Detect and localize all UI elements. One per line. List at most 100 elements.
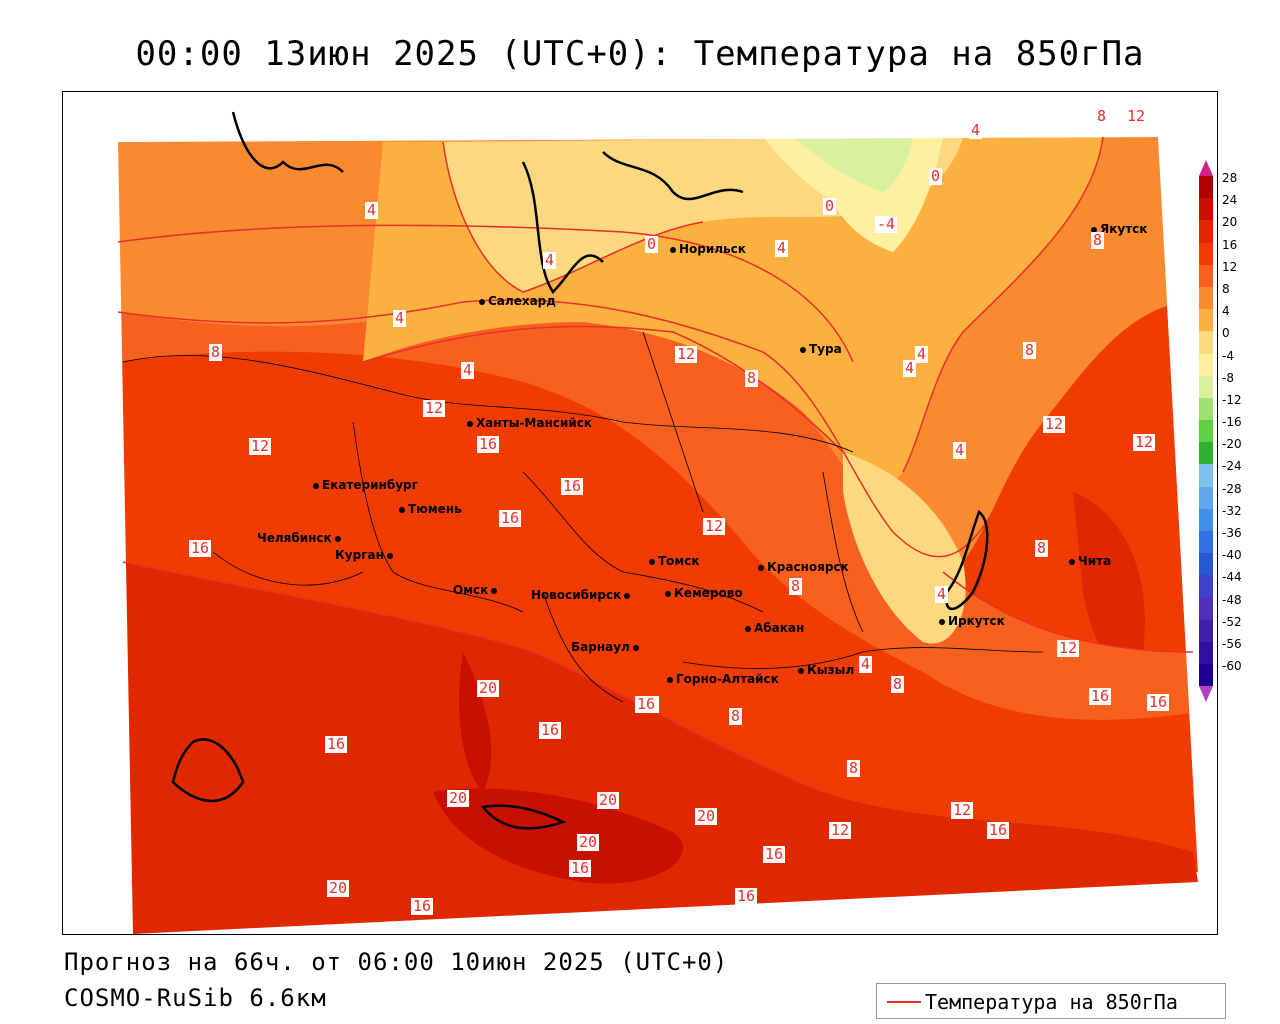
- colorbar-top-arrow: [1199, 160, 1213, 176]
- city-dot: [667, 676, 673, 683]
- colorbar-tick-label: -8: [1222, 370, 1234, 385]
- city-kurgan: Курган: [335, 548, 396, 562]
- city-kemerovo[interactable]: Кемерово: [665, 586, 743, 600]
- contour-label: 16: [411, 897, 434, 915]
- legend-label: Температура на 850гПа: [925, 990, 1178, 1014]
- contour-label: 4: [461, 361, 475, 379]
- colorbar-tick-label: -28: [1222, 481, 1242, 496]
- colorbar-segment: [1199, 242, 1213, 265]
- contour-label: -4: [875, 215, 898, 233]
- colorbar-tick-label: 16: [1222, 237, 1238, 252]
- contour-label: 8: [1023, 341, 1037, 359]
- contour-label: 8: [729, 707, 743, 725]
- city-salekhard[interactable]: Салехард: [479, 294, 556, 308]
- city-kyzyl[interactable]: Кызыл: [798, 663, 854, 677]
- colorbar-tick-label: 4: [1222, 304, 1230, 319]
- colorbar-tick-label: 28: [1222, 171, 1238, 185]
- coastlines: [171, 111, 989, 830]
- city-dot: [386, 552, 393, 559]
- page-title: 00:00 13июн 2025 (UTC+0): Температура на…: [135, 34, 1145, 74]
- city-khanty-mansiysk[interactable]: Ханты-Мансийск: [467, 416, 592, 430]
- colorbar-tick-label: -24: [1222, 459, 1242, 474]
- colorbar-segment: [1199, 464, 1213, 487]
- colorbar-segment: [1199, 664, 1213, 687]
- colorbar-tick-label: -60: [1222, 659, 1242, 674]
- contour-label: 4: [365, 201, 379, 219]
- city-novosibirsk: Новосибирск: [531, 588, 633, 602]
- colorbar-segment: [1199, 198, 1213, 221]
- contour-label: 16: [477, 435, 500, 453]
- city-chita[interactable]: Чита: [1069, 554, 1111, 568]
- contour-label: 16: [569, 859, 592, 877]
- city-abakan[interactable]: Абакан: [745, 621, 804, 635]
- colorbar-segment: [1199, 375, 1213, 398]
- contour-label: 20: [695, 807, 718, 825]
- colorbar-tick-label: -12: [1222, 392, 1242, 407]
- contour-label: 16: [1147, 693, 1170, 711]
- city-tomsk[interactable]: Томск: [649, 554, 700, 568]
- colorbar-segment: [1199, 309, 1213, 332]
- contour-label: 4: [859, 655, 873, 673]
- city-barnaul: Барнаул: [571, 640, 642, 654]
- colorbar: [1199, 160, 1217, 703]
- city-dot: [939, 618, 945, 625]
- contour-label: 20: [327, 879, 350, 897]
- colorbar-tick-label: -36: [1222, 526, 1242, 540]
- city-omsk: Омск: [453, 583, 500, 597]
- forecast-info: Прогноз на 66ч. от 06:00 10июн 2025 (UTC…: [64, 948, 729, 976]
- city-dot: [313, 482, 319, 489]
- colorbar-segment: [1199, 331, 1213, 354]
- colorbar-segment: [1199, 397, 1213, 421]
- city-dot: [624, 592, 631, 599]
- contour-label: 16: [189, 539, 212, 557]
- city-irkutsk[interactable]: Иркутск: [939, 614, 1005, 628]
- contour-label: 8: [891, 675, 905, 693]
- colorbar-labels: 28 24 20 16 12 8 4 0 -4 -8 -12 -16 -20 -24 -28 -32 -36 -4…: [1222, 172, 1242, 682]
- colorbar-tick-label: -48: [1222, 592, 1242, 607]
- colorbar-segment: [1199, 220, 1213, 243]
- zone-20: [123, 562, 1198, 934]
- city-norilsk[interactable]: Норильск: [670, 242, 746, 256]
- city-tyumen[interactable]: Тюмень: [399, 502, 462, 516]
- contour-label: 12: [1043, 415, 1066, 433]
- contour-label: 12: [1125, 107, 1148, 125]
- contour-label: 0: [823, 197, 837, 215]
- city-yakutsk[interactable]: Якутск: [1091, 222, 1147, 236]
- zone-20c: [459, 652, 492, 792]
- map-legend: Температура на 850гПа: [876, 983, 1226, 1019]
- colorbar-tick-label: -16: [1222, 415, 1242, 430]
- colorbar-segment: [1199, 575, 1213, 598]
- contour-label: 16: [325, 735, 348, 753]
- zone-20d: [1073, 492, 1145, 669]
- contour-label: 0: [929, 167, 943, 185]
- contour-label: 8: [1035, 539, 1049, 557]
- city-gorno-altaysk[interactable]: Горно-Алтайск: [667, 672, 779, 686]
- map-field: [63, 92, 1217, 934]
- city-yekaterinburg[interactable]: Екатеринбург: [313, 478, 418, 492]
- colorbar-tick-label: -56: [1222, 636, 1242, 651]
- colorbar-tick-label: 24: [1222, 193, 1238, 208]
- colorbar-tick-label: 8: [1222, 281, 1230, 296]
- contour-label: 20: [477, 679, 500, 697]
- colorbar-segment: [1199, 597, 1213, 620]
- city-krasnoyarsk[interactable]: Красноярск: [758, 560, 849, 574]
- zone-neg8: [793, 137, 913, 192]
- city-dot: [758, 564, 764, 571]
- city-dot: [632, 644, 639, 651]
- colorbar-segment: [1199, 508, 1213, 531]
- contour-label: 20: [447, 789, 470, 807]
- city-tura[interactable]: Тура: [800, 342, 842, 356]
- colorbar-segment: [1199, 531, 1213, 554]
- legend-line-swatch: [887, 1001, 921, 1003]
- colorbar-tick-label: -32: [1222, 503, 1242, 518]
- city-dot: [334, 535, 341, 542]
- contour-label: 8: [789, 577, 803, 595]
- colorbar-bottom-arrow: [1199, 686, 1213, 703]
- contour-label: 4: [953, 441, 967, 459]
- colorbar-segment: [1199, 641, 1213, 665]
- contour-label: 16: [539, 721, 562, 739]
- contour-label: 16: [1089, 687, 1112, 705]
- temperature-map[interactable]: Якутск Норильск Салехард Тура Ханты-Манс…: [62, 91, 1218, 935]
- colorbar-tick-label: 0: [1222, 326, 1230, 341]
- colorbar-segment: [1199, 420, 1213, 443]
